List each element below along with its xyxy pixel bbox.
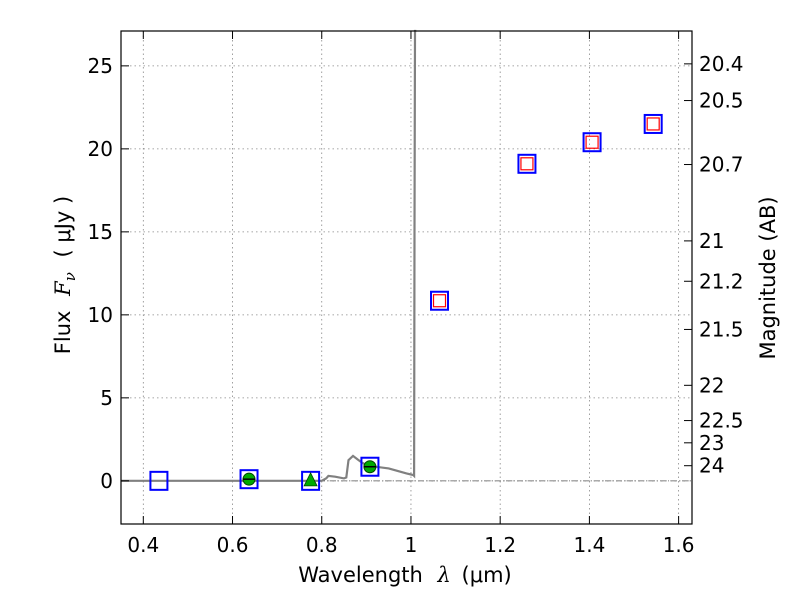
magnitude-tick-label: 22 <box>699 373 724 397</box>
observed-flux-square <box>517 153 537 174</box>
data-markers <box>149 113 663 491</box>
x-tick-label: 0.8 <box>306 533 338 557</box>
x-axis-label: Wavelength λ (μm) <box>298 563 511 587</box>
y-axis-label: Flux Fν ( μJy ) <box>51 196 80 354</box>
magnitude-tick-label: 20.5 <box>699 89 744 113</box>
observed-flux-square <box>430 290 450 311</box>
model-flux-square <box>520 157 534 171</box>
magnitude-tick-label: 22.5 <box>699 409 744 433</box>
grid <box>121 31 692 524</box>
x-tick-label: 1.4 <box>573 533 605 557</box>
magnitude-tick-label: 20.4 <box>699 52 744 76</box>
magnitude-tick-label: 20.7 <box>699 153 744 177</box>
model-flux-square <box>585 135 599 149</box>
y-tick-label: 5 <box>100 386 113 410</box>
x-tick-label: 0.6 <box>217 533 249 557</box>
x-tick-label: 1.6 <box>663 533 695 557</box>
model-flux-square <box>432 294 447 308</box>
magnitude-axis-label: Magnitude (AB) <box>756 196 780 359</box>
observed-flux-square <box>360 456 380 477</box>
plot-frame <box>120 30 693 525</box>
magnitude-tick-label: 23 <box>699 431 724 455</box>
upper-limit-marker <box>303 471 318 487</box>
axis-ticks: 0.4 0.6 0.8 1 1.2 1.4 1.6 0 5 10 15 20 25 20.4 20.5 20.… <box>88 31 744 557</box>
x-tick-label: 1 <box>405 533 418 557</box>
y-tick-label: 15 <box>88 220 113 244</box>
magnitude-tick-label: 21.2 <box>699 269 744 293</box>
model-flux-square <box>646 117 660 131</box>
model-sed-line <box>121 29 417 482</box>
x-tick-label: 1.2 <box>484 533 516 557</box>
observed-flux-square <box>582 132 602 153</box>
x-tick-label: 0.4 <box>127 533 159 557</box>
observed-flux-square <box>301 470 321 491</box>
magnitude-tick-label: 24 <box>699 454 724 478</box>
observed-flux-square <box>643 113 663 134</box>
y-tick-label: 10 <box>88 303 113 327</box>
observed-flux-square <box>239 469 259 490</box>
y-tick-label: 0 <box>100 469 113 493</box>
observed-flux-square <box>149 470 169 491</box>
y-tick-label: 20 <box>88 137 113 161</box>
magnitude-tick-label: 21 <box>699 229 724 253</box>
y-tick-label: 25 <box>88 54 113 78</box>
magnitude-tick-label: 21.5 <box>699 317 744 341</box>
